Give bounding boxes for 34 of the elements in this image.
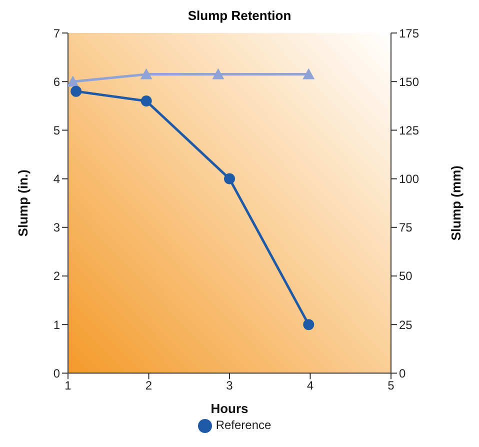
- x-tick-label: 3: [226, 378, 234, 393]
- y-axis-title: Slump (in.): [16, 170, 31, 237]
- x-tick-label: 2: [145, 378, 152, 393]
- y2-tick-label: 25: [399, 318, 413, 332]
- point: [212, 68, 224, 80]
- y-tick-label: 1: [53, 318, 60, 332]
- y-tick-label: 6: [53, 74, 60, 89]
- point: [303, 319, 314, 330]
- x-axis-title: Hours: [210, 401, 248, 416]
- point: [70, 86, 82, 97]
- point: [224, 173, 235, 184]
- y-tick-label: 4: [53, 172, 60, 186]
- y-tick-label: 0: [53, 366, 60, 380]
- point: [68, 76, 79, 87]
- y2-tick-label: 50: [399, 269, 413, 284]
- y-tick-label: 7: [53, 26, 60, 40]
- y-tick-label: 5: [53, 123, 60, 138]
- point: [140, 96, 152, 107]
- y2-tick-label: 175: [399, 26, 420, 40]
- y2-tick-label: 100: [399, 172, 420, 186]
- y2-tick-label: 0: [399, 366, 406, 380]
- y2-tick-label: 150: [399, 74, 420, 89]
- legend-label: Reference: [216, 418, 272, 432]
- y2-axis-title: Slump (mm): [448, 166, 464, 241]
- x-tick-label: 5: [388, 378, 395, 393]
- y-tick-label: 2: [53, 269, 60, 284]
- point: [140, 68, 152, 80]
- y-tick-label: 3: [53, 220, 60, 235]
- y2-tick-label: 125: [399, 123, 420, 138]
- x-tick-label: 1: [64, 378, 72, 393]
- point: [302, 68, 315, 80]
- chart-title: Slump Retention: [186, 8, 292, 23]
- x-tick-label: 4: [306, 378, 314, 393]
- y2-tick-label: 75: [399, 220, 413, 235]
